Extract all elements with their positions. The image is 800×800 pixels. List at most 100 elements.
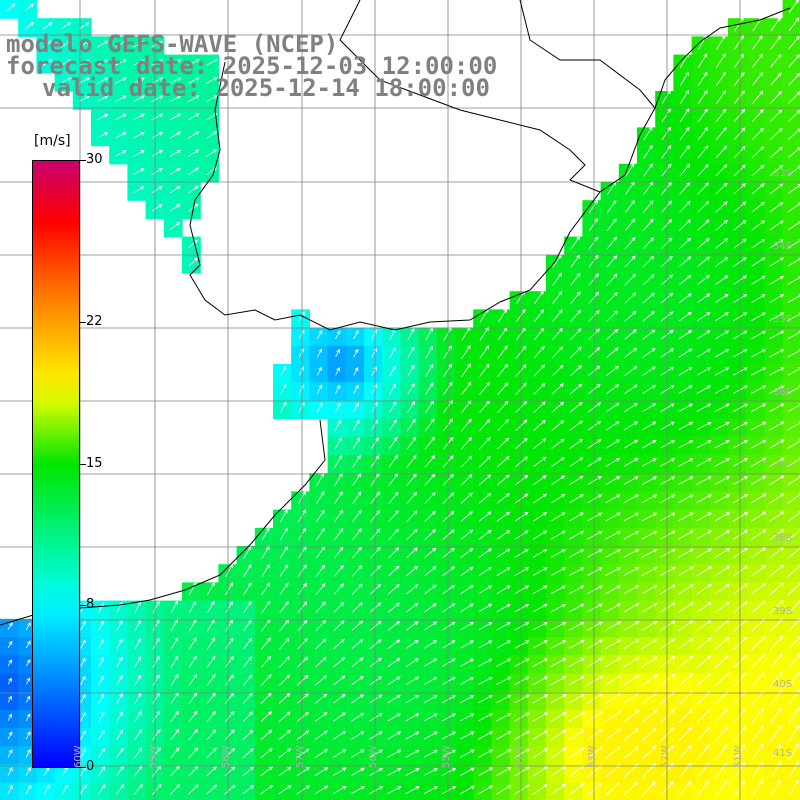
wind-cell [182, 691, 201, 711]
wind-arrow [25, 748, 31, 758]
wind-arrow [643, 200, 654, 213]
wind-arrow [315, 693, 328, 704]
wind-cell [254, 637, 274, 656]
wind-cell [400, 327, 420, 347]
wind-arrow [387, 749, 402, 758]
wind-arrow [187, 95, 200, 103]
wind-arrow [387, 694, 401, 704]
wind-arrow [406, 418, 416, 432]
wind-arrow [7, 731, 13, 740]
wind-arrow [207, 600, 215, 614]
wind-cell [72, 764, 92, 784]
wind-cell [109, 637, 128, 656]
wind-arrow [605, 494, 621, 504]
wind-arrow [769, 421, 785, 431]
wind-cell [600, 291, 620, 310]
wind-cell [764, 327, 784, 347]
wind-arrow [587, 621, 603, 631]
wind-arrow [605, 421, 620, 431]
wind-cell [600, 491, 620, 511]
wind-arrow [279, 582, 289, 596]
wind-cell [564, 546, 583, 565]
wind-arrow [623, 402, 638, 413]
wind-cell [546, 709, 565, 729]
wind-arrow [678, 512, 694, 522]
wind-arrow [769, 600, 784, 614]
wind-arrow [496, 585, 511, 595]
wind-cell [491, 764, 511, 784]
wind-arrow [641, 530, 658, 540]
wind-arrow [261, 564, 270, 577]
wind-cell [236, 655, 256, 674]
wind-cell [728, 436, 747, 456]
wind-arrow [96, 95, 109, 103]
wind-arrow [750, 511, 767, 522]
wind-cell [200, 163, 219, 183]
wind-cell [746, 509, 765, 529]
wind-cell [491, 400, 511, 420]
wind-cell [309, 600, 329, 620]
wind-arrow [206, 747, 217, 759]
wind-arrow [696, 440, 712, 449]
wind-arrow [7, 659, 13, 667]
colorbar-tick-label: 0 [86, 759, 95, 774]
wind-cell [746, 236, 765, 256]
wind-arrow [679, 108, 690, 123]
wind-cell [473, 673, 492, 693]
wind-arrow [151, 131, 164, 139]
wind-arrow [460, 529, 474, 540]
wind-arrow [407, 382, 415, 395]
wind-arrow [750, 493, 767, 504]
wind-cell [728, 655, 747, 674]
wind-cell [182, 236, 201, 256]
wind-cell [236, 582, 256, 602]
wind-cell [327, 491, 347, 511]
wind-cell [582, 473, 602, 492]
wind-arrow [478, 676, 493, 685]
colorbar-tick-mark [80, 463, 86, 465]
wind-arrow [441, 749, 457, 758]
wind-arrow [353, 402, 359, 413]
wind-cell [491, 709, 511, 729]
wind-cell [455, 436, 474, 456]
wind-arrow [769, 202, 784, 213]
wind-arrow [115, 783, 125, 795]
wind-arrow [280, 383, 287, 395]
wind-arrow [369, 749, 383, 758]
wind-cell [491, 728, 511, 747]
wind-cell [291, 382, 310, 401]
wind-arrow [316, 330, 323, 340]
wind-cell [546, 564, 565, 583]
wind-cell [618, 691, 638, 711]
wind-cell [345, 436, 365, 456]
wind-cell [345, 746, 365, 765]
wind-arrow [605, 603, 621, 613]
wind-cell [291, 509, 310, 529]
wind-arrow [568, 711, 585, 723]
wind-cell [436, 655, 456, 674]
wind-arrow [733, 725, 746, 742]
wind-cell [509, 491, 529, 511]
wind-cell [400, 382, 420, 401]
wind-cell [291, 345, 310, 365]
wind-cell [291, 327, 310, 347]
wind-arrow [152, 637, 160, 650]
wind-arrow [205, 77, 218, 85]
wind-cell [455, 728, 474, 747]
wind-arrow [133, 168, 145, 175]
wind-arrow [370, 419, 379, 431]
wind-arrow [678, 330, 693, 340]
wind-cell [163, 600, 183, 620]
wind-arrow [442, 676, 456, 685]
wind-arrow [334, 472, 343, 487]
wind-arrow [696, 744, 710, 760]
wind-arrow [334, 419, 342, 431]
wind-arrow [260, 729, 273, 741]
wind-cell [655, 509, 674, 529]
wind-cell [691, 764, 711, 784]
wind-cell [473, 382, 492, 401]
wind-cell [655, 345, 674, 365]
wind-cell [473, 546, 492, 565]
wind-cell [327, 509, 347, 529]
wind-cell [527, 382, 547, 401]
